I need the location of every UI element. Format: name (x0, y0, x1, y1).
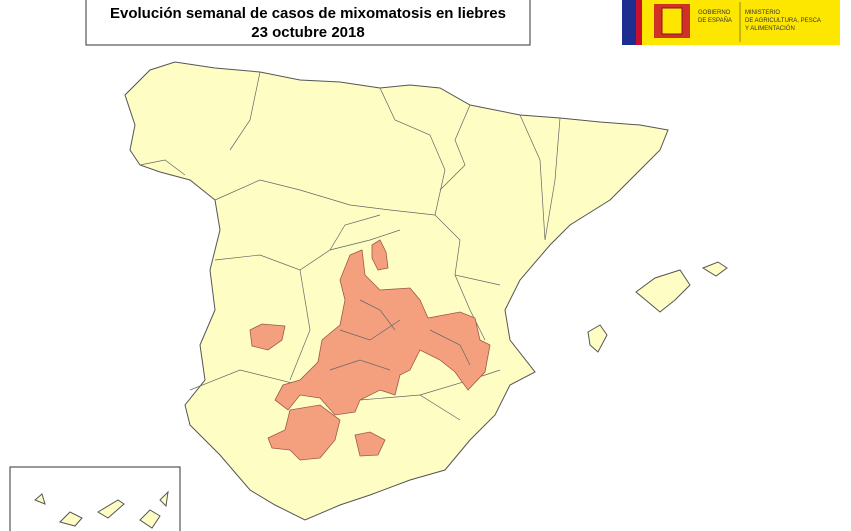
logo-text: DE AGRICULTURA, PESCA (745, 18, 821, 24)
ibiza (587, 324, 608, 353)
logo-text: MINISTERIO (745, 10, 780, 16)
title-box (85, 0, 531, 46)
logo-text: GOBIERNO (698, 10, 731, 16)
mallorca (635, 269, 691, 313)
title: Evolución semanal de casos de mixomatosi… (110, 5, 506, 22)
canary-islands (34, 490, 169, 529)
date: 23 octubre 2018 (251, 24, 364, 41)
affected-areas (249, 239, 491, 461)
menorca (701, 261, 728, 277)
logo-text: DE ESPAÑA (698, 17, 732, 24)
logo: GOBIERNO DE ESPAÑA MINISTERIO DE AGRICUL… (622, 0, 840, 45)
logo-text: Y ALIMENTACIÓN (745, 25, 795, 32)
